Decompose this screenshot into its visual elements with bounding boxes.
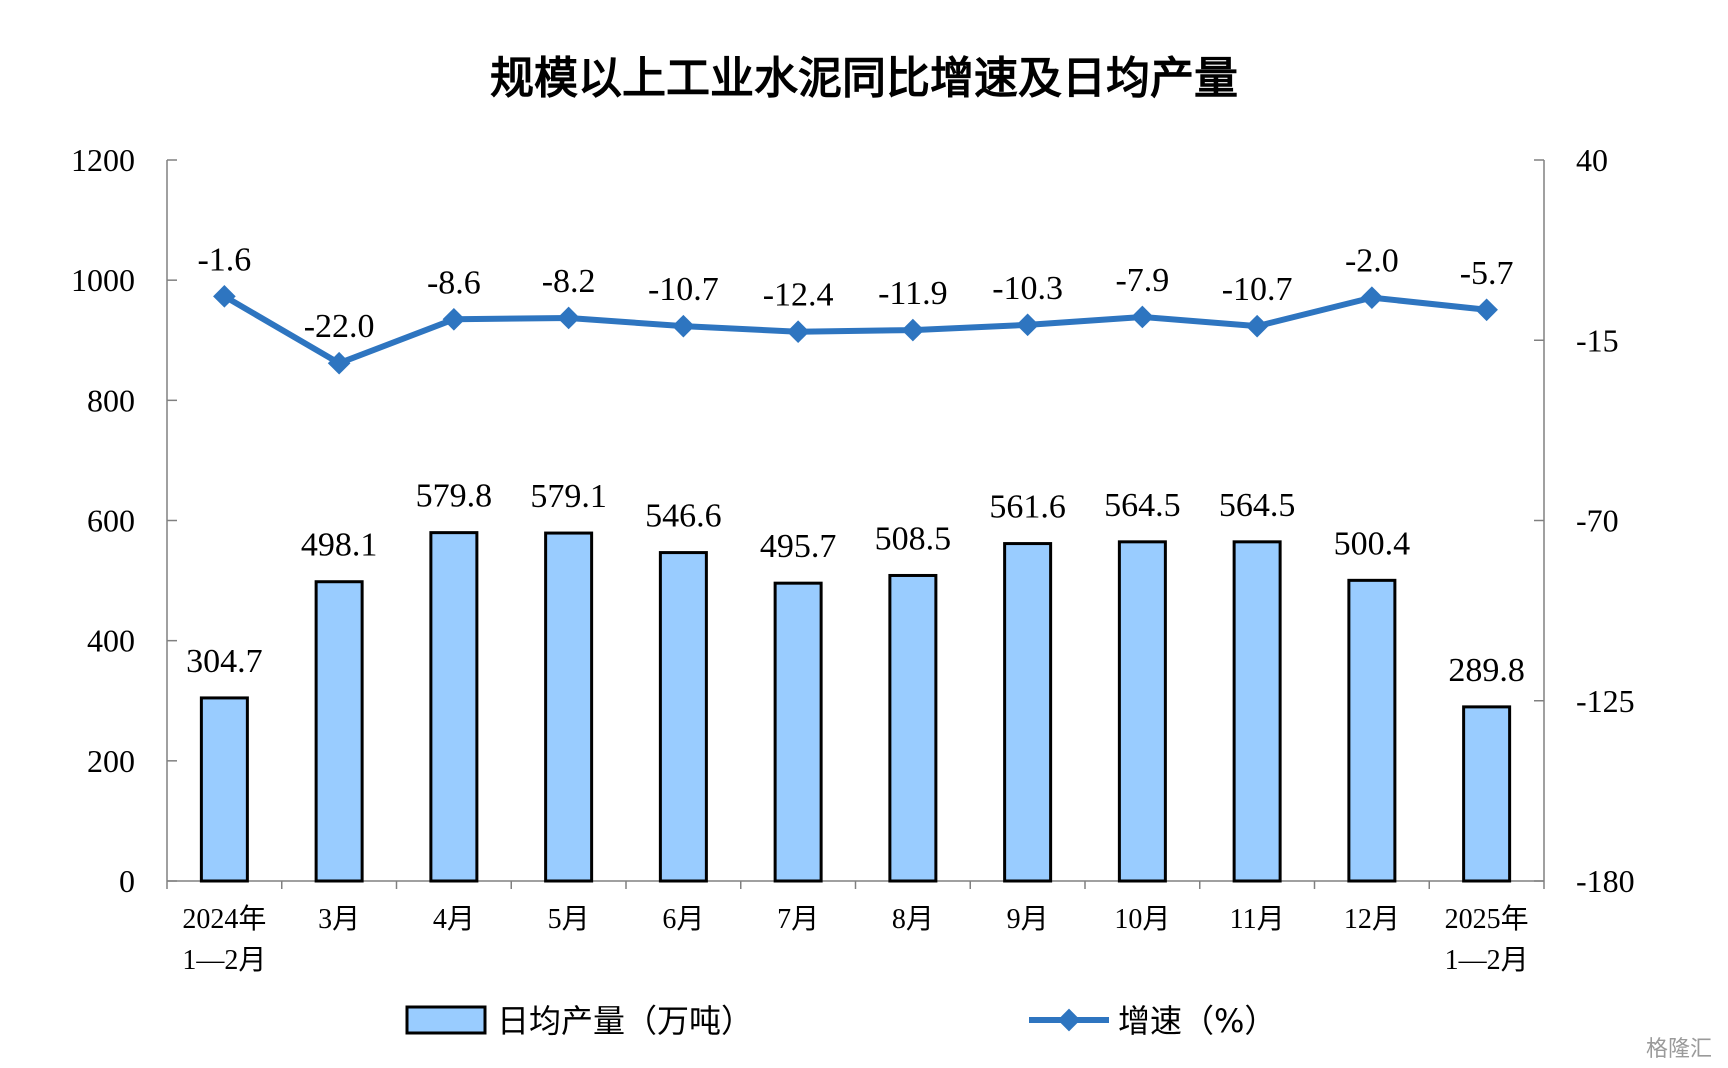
axes: 0 200 400 600 800 1000 1200 -180 -125 -70 -15 40: [71, 142, 1635, 899]
bar: [1347, 578, 1397, 883]
left-tick-label: 1000: [71, 262, 135, 298]
bar-data-label: 289.8: [1448, 652, 1525, 689]
bar-data-label: 495.7: [760, 528, 837, 565]
bar: [658, 551, 708, 883]
category-label: 2025年: [1445, 903, 1529, 935]
category-label: 5月: [548, 904, 590, 935]
bar: [1232, 540, 1282, 883]
line-point: [1016, 313, 1039, 337]
line-data-label: -10.3: [992, 270, 1063, 307]
left-tick-label: 400: [87, 623, 135, 659]
bar-data-label: 564.5: [1219, 487, 1296, 524]
category-label: 6月: [662, 904, 704, 935]
bar: [429, 531, 479, 883]
line-data-label: -10.7: [648, 271, 719, 308]
bar: [199, 696, 249, 883]
line-point: [786, 320, 810, 344]
left-tick-label: 1200: [71, 142, 135, 178]
category-label: 8月: [892, 904, 934, 935]
bar-data-label: 561.6: [989, 489, 1066, 526]
legend: 日均产量（万吨） 增速（%）: [405, 1002, 1276, 1040]
left-tick-label: 0: [119, 863, 135, 899]
left-tick-label: 600: [87, 503, 135, 539]
right-tick-label: -125: [1576, 683, 1635, 719]
line-data-label: -12.4: [763, 277, 834, 314]
right-tick-label: 40: [1576, 142, 1608, 178]
line-data-labels: -1.6 -22.0 -8.6 -8.2 -10.7 -12.4 -11.9 -10.3 -7.…: [197, 241, 1513, 345]
line-point: [1360, 286, 1384, 309]
bar-data-label: 579.1: [530, 478, 607, 515]
category-label: 9月: [1007, 904, 1049, 935]
category-label: 4月: [433, 904, 475, 935]
chart-title: 规模以上工业水泥同比增速及日均产量: [490, 53, 1238, 104]
bar-data-label: 508.5: [875, 520, 952, 557]
bar-data-label: 498.1: [301, 527, 378, 564]
category-label: 3月: [318, 904, 360, 935]
category-label: 12月: [1344, 904, 1400, 935]
left-tick-label: 200: [87, 743, 135, 779]
bar-series: [199, 531, 1512, 883]
right-tick-label: -180: [1576, 863, 1635, 899]
bar: [314, 580, 364, 883]
bar-data-label: 304.7: [186, 643, 263, 680]
category-label: 7月: [777, 904, 819, 935]
line-point: [1131, 305, 1154, 329]
watermark: 格隆汇: [1646, 1037, 1712, 1062]
bar: [1117, 540, 1167, 883]
line-point: [1245, 314, 1269, 338]
category-label: 1—2月: [1445, 945, 1529, 976]
category-label: 11月: [1230, 904, 1285, 935]
line-data-label: -7.9: [1115, 262, 1169, 299]
line-data-label: -8.6: [427, 264, 481, 301]
category-labels: 2024年 1—2月 3月 4月 5月 6月 7月 8月 9月 10月 11月 12月 2025年 1—2…: [182, 903, 1528, 976]
category-label: 2024年: [182, 903, 266, 935]
legend-line-label: 增速（%）: [1118, 1002, 1276, 1040]
legend-bar-label: 日均产量（万吨）: [497, 1002, 753, 1040]
bar-data-label: 546.6: [645, 498, 722, 535]
right-tick-label: -70: [1576, 503, 1619, 539]
line-point: [327, 351, 351, 375]
bar-data-label: 500.4: [1334, 525, 1411, 562]
line-data-label: -2.0: [1345, 243, 1399, 280]
bar-data-label: 564.5: [1104, 487, 1181, 524]
line-data-label: -10.7: [1222, 271, 1293, 308]
right-tick-label: -15: [1576, 322, 1619, 358]
line-data-label: -8.2: [542, 263, 596, 300]
bar: [1003, 542, 1053, 883]
line-point: [1475, 298, 1498, 322]
line-series: [213, 285, 1498, 375]
category-label: 10月: [1114, 904, 1170, 935]
legend-line-marker: [1057, 1008, 1081, 1032]
category-label: 1—2月: [182, 945, 266, 976]
bar: [544, 531, 594, 883]
series-line: [222, 293, 1487, 367]
line-data-label: -22.0: [304, 308, 375, 345]
line-data-label: -11.9: [878, 275, 948, 312]
bar: [1462, 705, 1512, 883]
bar: [888, 573, 938, 883]
bar: [773, 581, 823, 883]
legend-bar-swatch: [405, 1005, 487, 1035]
line-point: [672, 314, 695, 338]
line-data-label: -5.7: [1460, 255, 1514, 292]
bar-data-label: 579.8: [416, 478, 493, 515]
line-point: [557, 306, 580, 330]
left-tick-label: 800: [87, 382, 135, 418]
line-point: [442, 307, 466, 331]
bar-data-labels: 304.7 498.1 579.8 579.1 546.6 495.7 508.5 561.6…: [186, 478, 1525, 689]
line-data-label: -1.6: [197, 241, 251, 278]
line-point: [901, 318, 925, 342]
